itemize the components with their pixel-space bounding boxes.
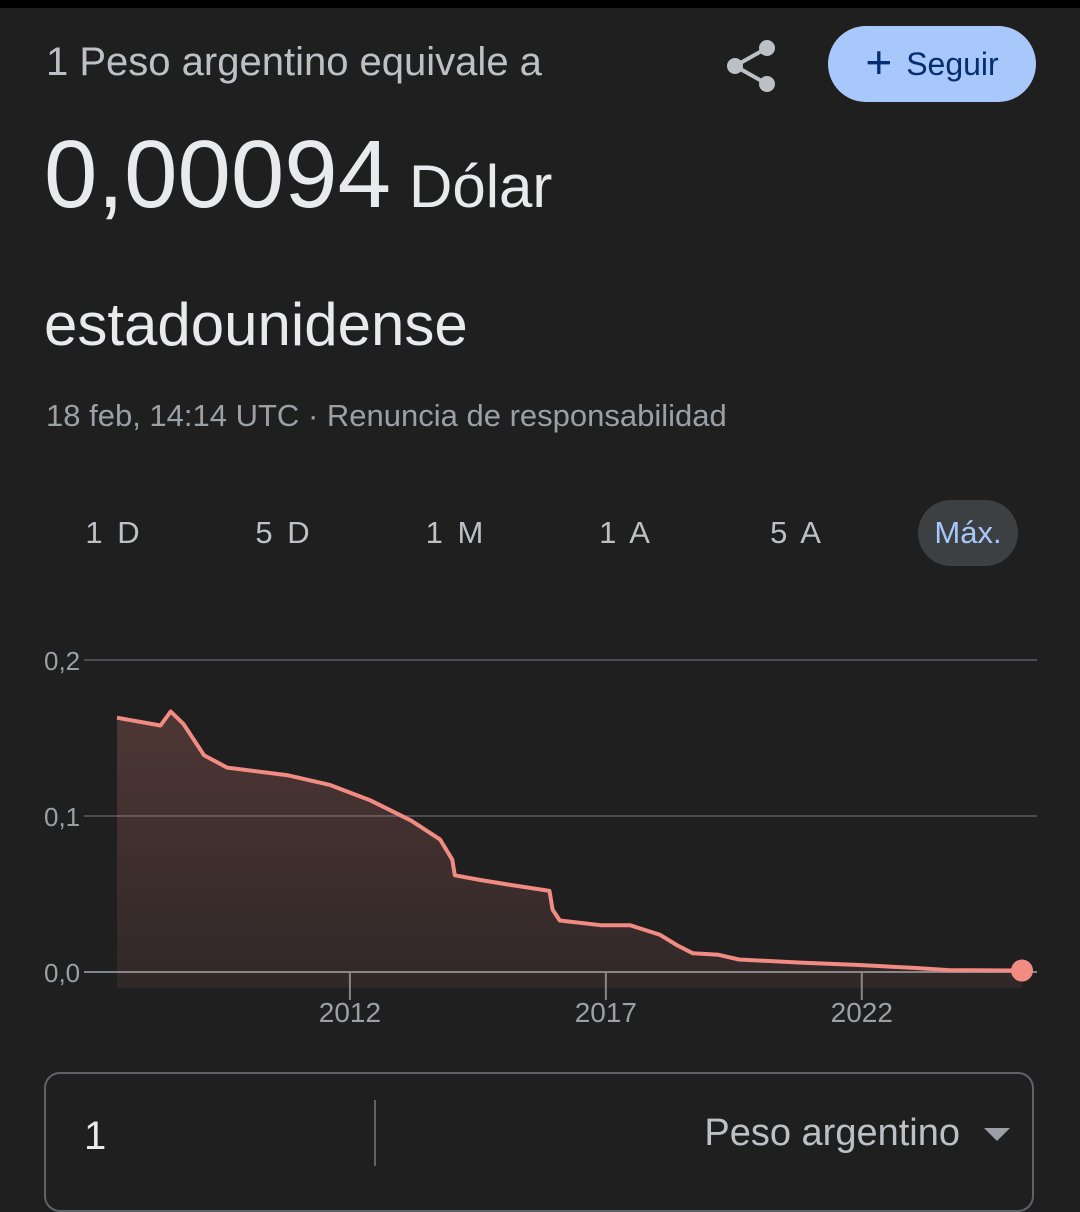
- current-price-marker: [1011, 959, 1033, 982]
- target-currency-continued: estadounidense: [44, 291, 468, 358]
- exchange-rate: 0,00094 Dólar: [44, 120, 552, 230]
- x-tick-label: 2022: [831, 997, 893, 1028]
- range-selector: 1 D 5 D 1 M 1 A 5 A Máx.: [56, 500, 1046, 566]
- range-1m[interactable]: 1 M: [425, 515, 487, 550]
- status-bar: [0, 0, 1080, 8]
- share-icon[interactable]: [722, 36, 782, 96]
- x-tick-label: 2012: [319, 997, 381, 1028]
- conversion-subtitle: 1 Peso argentino equivale a: [46, 40, 542, 84]
- range-1d[interactable]: 1 D: [85, 515, 143, 550]
- range-5d[interactable]: 5 D: [255, 515, 313, 550]
- y-tick-label: 0,1: [44, 802, 80, 832]
- range-max[interactable]: Máx.: [918, 500, 1018, 566]
- divider: [374, 1100, 376, 1166]
- dropdown-arrow-icon[interactable]: [984, 1128, 1010, 1141]
- range-5a[interactable]: 5 A: [770, 515, 824, 550]
- price-area: [117, 711, 1022, 988]
- follow-button[interactable]: + Seguir: [828, 26, 1036, 102]
- price-chart[interactable]: 0,0 0,1 0,2 2012 2017 2022: [0, 630, 1080, 1040]
- price-line: [116, 709, 1023, 973]
- range-1a[interactable]: 1 A: [599, 515, 653, 550]
- currency-converter: 1 Peso argentino: [44, 1072, 1034, 1212]
- y-tick-label: 0,0: [44, 958, 80, 988]
- x-tick-label: 2017: [575, 997, 637, 1028]
- rate-meta: 18 feb, 14:14 UTC · Renuncia de responsa…: [46, 398, 727, 434]
- disclaimer-link[interactable]: Renuncia de responsabilidad: [326, 398, 727, 433]
- separator: ·: [307, 398, 319, 433]
- currency-select[interactable]: Peso argentino: [704, 1112, 960, 1154]
- y-tick-label: 0,2: [44, 646, 80, 676]
- timestamp: 18 feb, 14:14 UTC: [46, 398, 300, 433]
- target-currency: Dólar: [409, 153, 553, 220]
- plus-icon: +: [865, 36, 893, 88]
- amount-input[interactable]: 1: [84, 1114, 107, 1158]
- follow-label: Seguir: [906, 45, 999, 82]
- rate-value: 0,00094: [44, 121, 392, 228]
